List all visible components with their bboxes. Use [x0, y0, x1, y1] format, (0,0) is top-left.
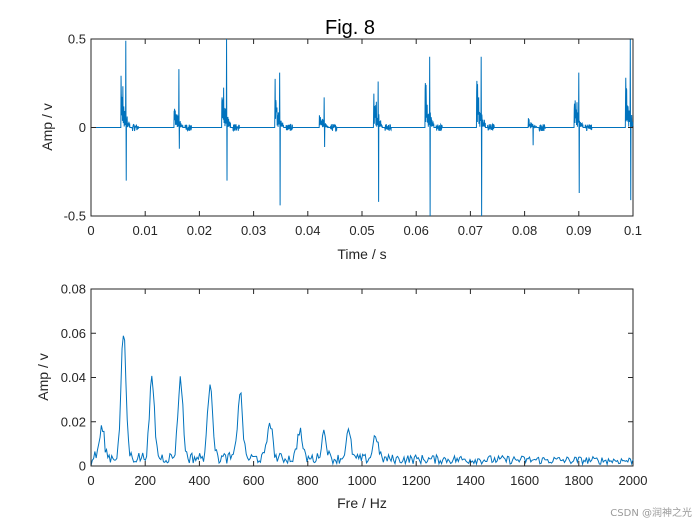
freq-x-label: Fre / Hz	[337, 495, 387, 511]
time-x-tick-label: 0.02	[187, 223, 212, 238]
time-x-tick-label: 0.07	[458, 223, 483, 238]
freq-y-tick-label: 0.04	[61, 370, 86, 385]
freq-x-tick-label: 2000	[619, 473, 648, 488]
time-x-tick-label: 0.03	[241, 223, 266, 238]
freq-plot: 0 200 400 600 800 1000 1200 1400 1600 1800 2000 00…	[35, 282, 647, 512]
time-y-tick-label: 0	[79, 120, 86, 135]
time-x-tick-label: 0.08	[512, 223, 537, 238]
time-x-tick-label: 0.1	[624, 223, 642, 238]
freq-x-tick-label: 0	[87, 473, 94, 488]
freq-x-tick-label: 1200	[402, 473, 431, 488]
time-x-tick-label: 0.05	[349, 223, 374, 238]
time-y-ticks: -0.5 0 0.5	[64, 32, 633, 224]
freq-x-ticks: 0 200 400 600 800 1000 1200 1400 1600 1800 2000	[87, 289, 647, 488]
freq-x-tick-label: 800	[297, 473, 319, 488]
time-plot: 0 0.01 0.02 0.03 0.04 0.05 0.06 0.07 0.08 0.09 0.1…	[39, 32, 642, 263]
freq-x-tick-label: 400	[189, 473, 211, 488]
time-x-tick-label: 0.06	[404, 223, 429, 238]
freq-x-tick-label: 600	[243, 473, 265, 488]
freq-x-tick-label: 1400	[456, 473, 485, 488]
time-x-label: Time / s	[337, 246, 386, 262]
freq-x-tick-label: 1000	[348, 473, 377, 488]
freq-y-tick-label: 0	[79, 459, 86, 474]
figure-title: Fig. 8	[325, 17, 375, 39]
freq-y-tick-label: 0.06	[61, 326, 86, 341]
time-y-tick-label: -0.5	[64, 209, 86, 224]
freq-plot-frame	[90, 288, 634, 467]
freq-y-label: Amp / v	[35, 353, 51, 400]
time-y-label: Amp / v	[39, 103, 55, 150]
time-x-tick-label: 0.01	[133, 223, 158, 238]
freq-x-tick-label: 1600	[510, 473, 539, 488]
time-x-tick-label: 0.09	[566, 223, 591, 238]
time-signal-line	[91, 38, 634, 217]
time-y-tick-label: 0.5	[68, 32, 86, 47]
spectrum-line	[90, 335, 634, 467]
watermark: CSDN @润神之光	[610, 508, 692, 519]
freq-x-tick-label: 1800	[564, 473, 593, 488]
time-x-tick-label: 0.04	[295, 223, 320, 238]
freq-y-ticks: 0 0.02 0.04 0.06 0.08	[61, 282, 633, 474]
time-x-tick-label: 0	[87, 223, 94, 238]
freq-y-tick-label: 0.02	[61, 414, 86, 429]
freq-y-tick-label: 0.08	[61, 282, 86, 297]
freq-x-tick-label: 200	[134, 473, 156, 488]
time-x-ticks: 0 0.01 0.02 0.03 0.04 0.05 0.06 0.07 0.08 0.09 0.1	[87, 39, 642, 238]
